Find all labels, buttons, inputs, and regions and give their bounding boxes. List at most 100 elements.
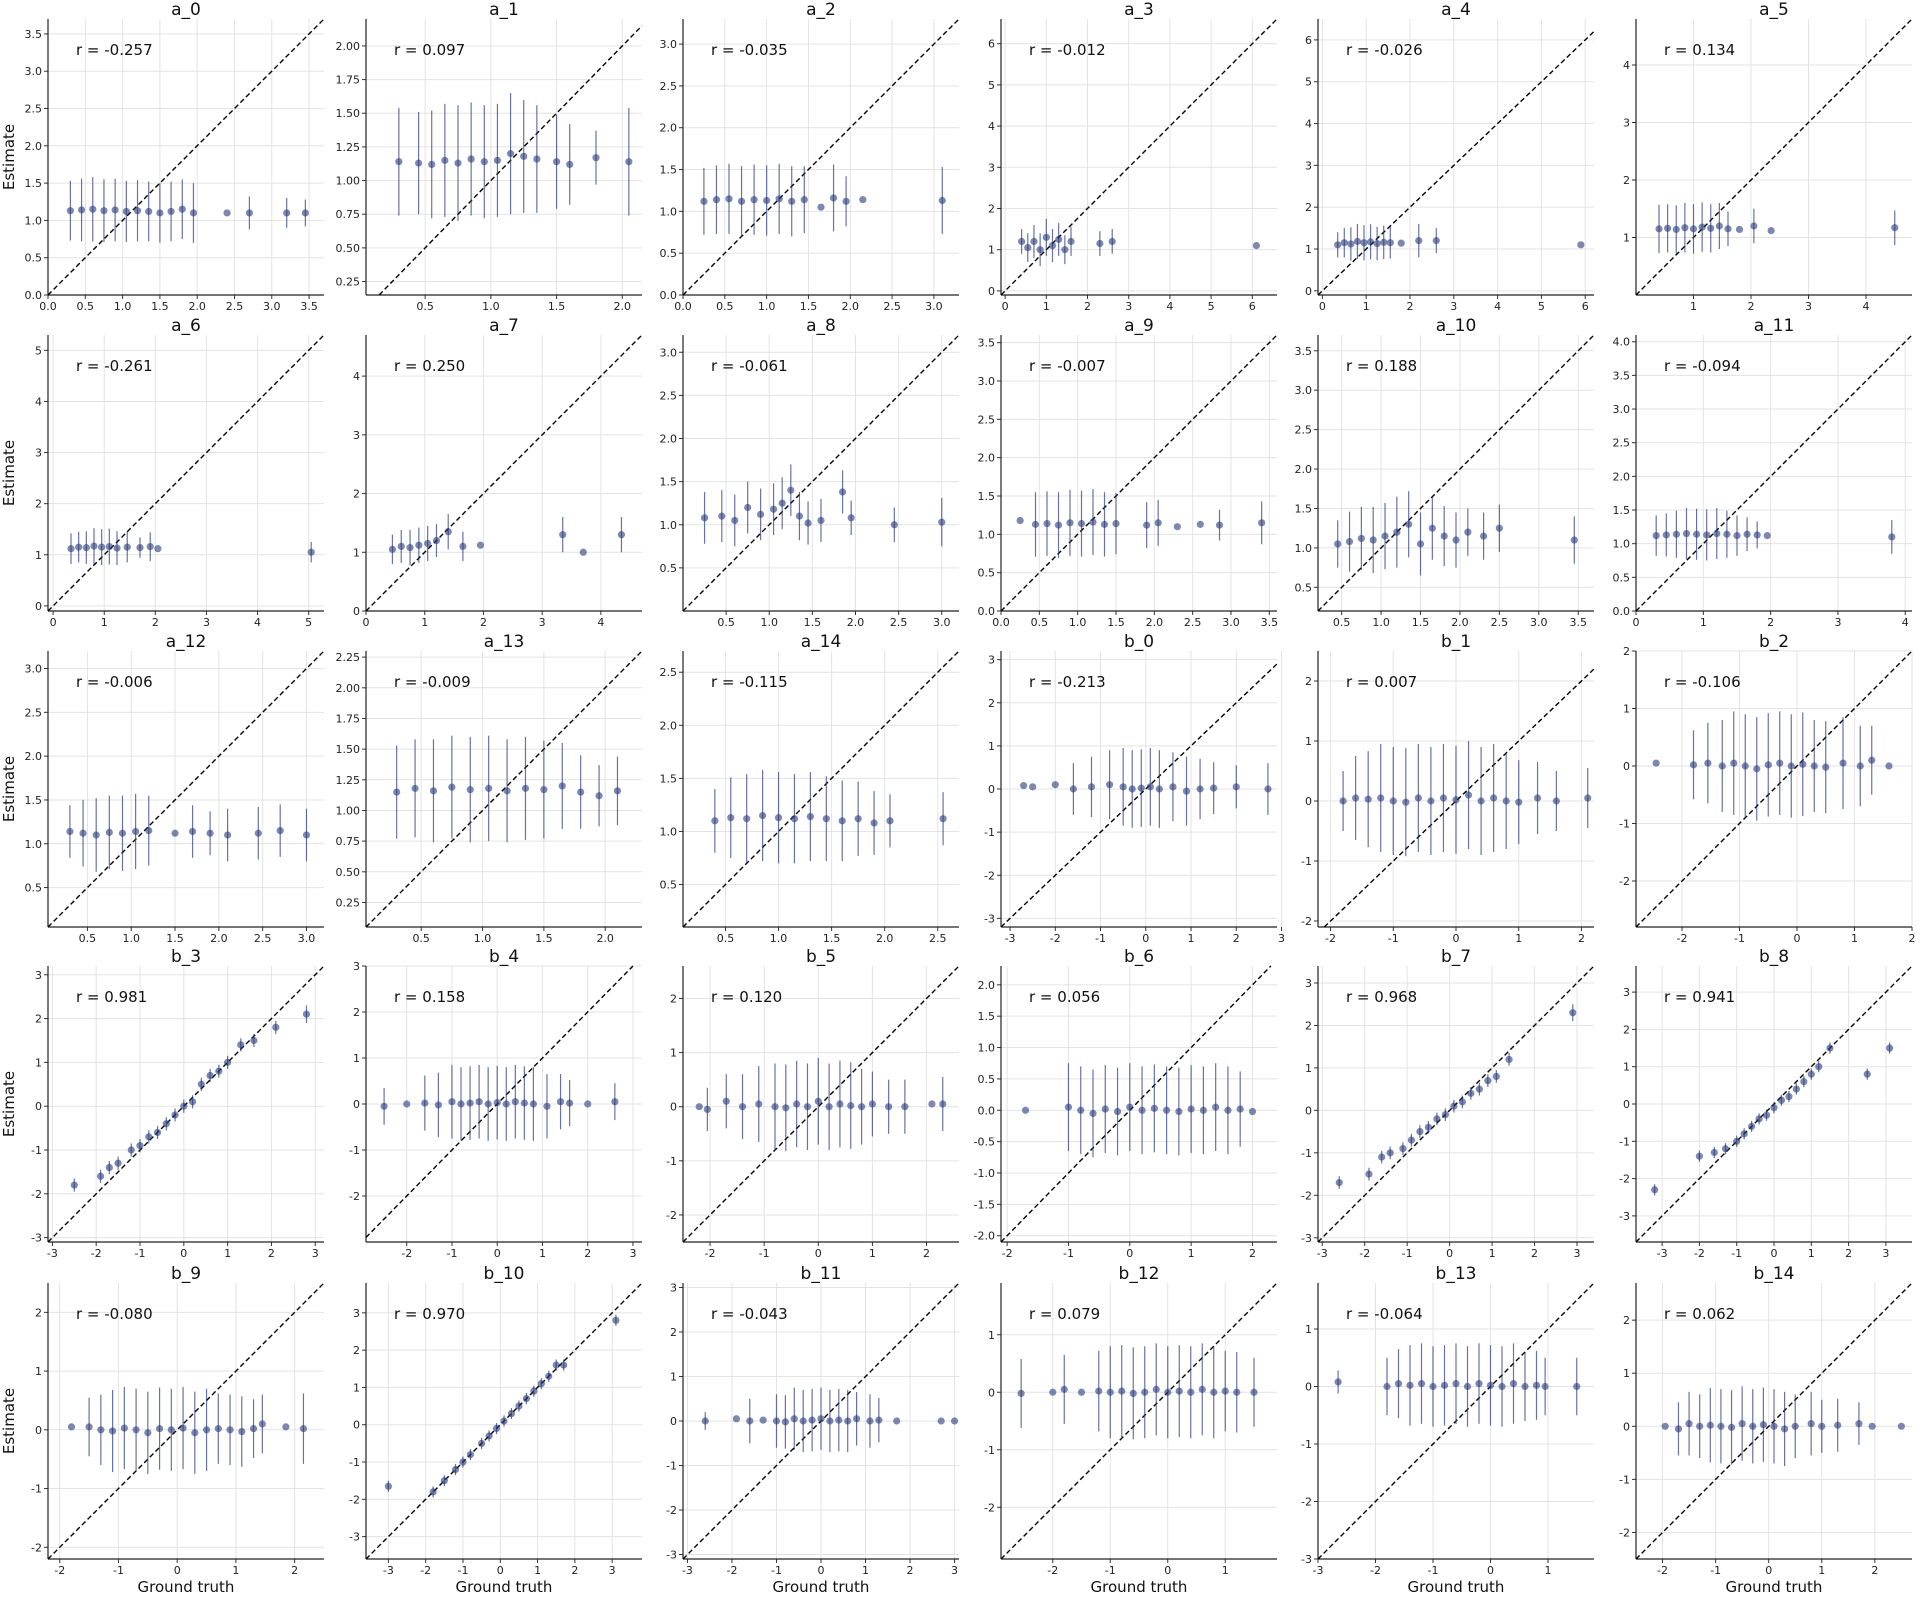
data-point: [817, 1415, 825, 1423]
subplot-b_14: -2 -1 0 1 2 -2 -1 0 1 2 b_14r = 0.062 Ground truth: [1619, 1264, 1913, 1596]
y-tick-label: 0.5: [660, 879, 678, 892]
x-tick-label: 0: [497, 1564, 504, 1577]
data-point: [774, 814, 783, 822]
data-point: [939, 815, 947, 823]
x-tick-label: 0.0: [674, 300, 692, 313]
x-tick-label: 1.5: [1412, 616, 1430, 629]
data-point: [1414, 794, 1422, 802]
data-point: [179, 1424, 187, 1432]
subplot-a_2: 0.0 0.5 1.0 1.5 2.0 2.5 3.0 0.0 0.5 1.0 1.5 2.0 2.5 3…: [660, 0, 960, 313]
x-tick-label: 1: [1188, 1247, 1195, 1260]
data-point: [790, 815, 799, 823]
data-point: [1707, 224, 1715, 232]
x-tick-label: 1: [1700, 616, 1707, 629]
y-tick-label: 1.0: [660, 519, 678, 532]
data-point: [476, 541, 485, 549]
data-point: [695, 1103, 703, 1111]
data-point: [725, 195, 733, 203]
data-point: [558, 782, 566, 790]
x-tick-label: 0: [174, 1564, 181, 1577]
y-tick-label: 0: [1305, 795, 1312, 808]
x-tick-label: 0: [1794, 932, 1801, 945]
correlation-label: r = 0.968: [1346, 988, 1417, 1006]
data-point: [746, 1417, 754, 1425]
data-point: [434, 1101, 442, 1109]
x-tick-label: -3: [47, 1247, 58, 1260]
data-point: [155, 1425, 164, 1433]
data-point: [825, 1103, 833, 1111]
data-point: [1763, 532, 1771, 540]
x-tick-label: 2: [1748, 300, 1755, 313]
data-point: [282, 1423, 290, 1431]
correlation-label: r = -0.026: [1346, 41, 1423, 59]
x-tick-label: 0: [363, 616, 370, 629]
x-tick-label: 3: [609, 1564, 616, 1577]
x-tick-label: 2: [1909, 932, 1916, 945]
y-tick-label: 0: [35, 1424, 42, 1437]
x-tick-label: 0: [1319, 300, 1326, 313]
data-point: [579, 548, 587, 556]
x-tick-label: 0.5: [717, 932, 735, 945]
x-tick-label: -1: [135, 1247, 146, 1260]
data-point: [700, 197, 708, 205]
y-tick-label: 2.0: [1613, 470, 1631, 483]
data-point: [92, 831, 100, 839]
data-point: [467, 155, 475, 163]
data-point: [744, 503, 752, 512]
data-point: [1221, 1387, 1229, 1395]
x-tick-label: 2.5: [226, 300, 244, 313]
y-tick-label: 1: [1305, 1062, 1312, 1075]
data-point: [928, 1100, 936, 1108]
data-point: [836, 1100, 844, 1108]
data-point: [506, 150, 515, 158]
x-axis-label: Ground truth: [1091, 1578, 1188, 1596]
x-tick-label: 3: [1450, 300, 1457, 313]
y-tick-label: 4: [35, 395, 42, 408]
correlation-label: r = 0.188: [1346, 357, 1417, 375]
data-point: [1750, 222, 1758, 230]
data-point: [1095, 1387, 1103, 1395]
data-point: [868, 1100, 877, 1108]
data-point: [444, 528, 452, 536]
y-tick-label: 0.5: [25, 882, 43, 895]
y-tick-label: 3.0: [660, 38, 678, 51]
data-point: [1126, 1103, 1134, 1111]
data-point: [1441, 1111, 1449, 1119]
x-tick-label: 3.0: [263, 300, 281, 313]
y-tick-label: 3.5: [978, 337, 996, 350]
correlation-label: r = 0.134: [1664, 41, 1735, 59]
data-point: [484, 1100, 492, 1108]
data-point: [1017, 237, 1026, 246]
subplot-title: a_3: [1124, 0, 1154, 20]
data-point: [1399, 1144, 1407, 1153]
x-tick-label: -1: [457, 1564, 468, 1577]
data-point: [759, 811, 767, 820]
data-point: [1402, 798, 1410, 806]
x-tick-label: 2.0: [876, 932, 894, 945]
x-axis-label: Ground truth: [1408, 1578, 1505, 1596]
data-point: [1807, 1070, 1815, 1078]
x-tick-label: 2.0: [1146, 616, 1164, 629]
x-tick-label: 5: [1208, 300, 1215, 313]
x-tick-label: 2.5: [883, 300, 901, 313]
data-point: [206, 829, 214, 837]
subplot-title: b_9: [171, 1264, 201, 1284]
y-tick-label: 2: [35, 498, 42, 511]
data-point: [1210, 784, 1218, 792]
subplot-title: a_0: [171, 0, 201, 20]
y-tick-label: 1.25: [336, 774, 361, 787]
data-point: [276, 827, 284, 835]
data-point: [552, 158, 561, 166]
y-tick-label: 1: [35, 1365, 42, 1378]
data-point: [1698, 223, 1706, 231]
data-point: [167, 1426, 175, 1434]
x-tick-label: 2: [1871, 1564, 1878, 1577]
data-point: [485, 1432, 493, 1440]
y-tick-label: 0: [353, 1419, 360, 1432]
data-point: [1652, 532, 1660, 540]
data-point: [395, 158, 403, 166]
x-tick-label: 1: [1690, 300, 1697, 313]
data-point: [718, 512, 726, 520]
data-point: [1069, 785, 1077, 793]
y-tick-label: 3.5: [25, 28, 43, 41]
